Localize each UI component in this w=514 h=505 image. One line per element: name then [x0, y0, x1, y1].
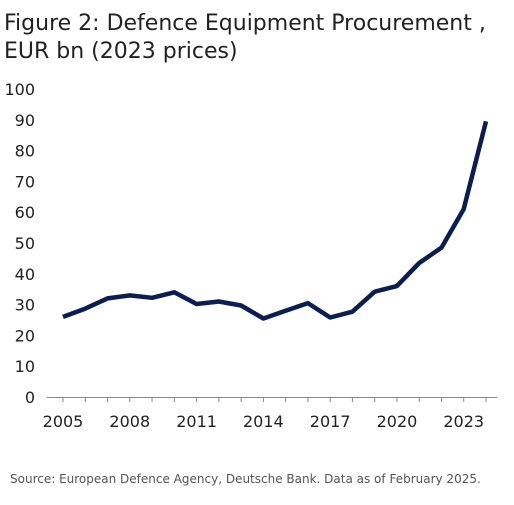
y-tick-label: 70: [15, 172, 35, 191]
x-axis-tick-marks: [62, 397, 487, 402]
x-tick-label: 2017: [310, 412, 351, 431]
x-tick-label: 2011: [176, 412, 217, 431]
x-tick-label: 2005: [43, 412, 84, 431]
chart-title: Figure 2: Defence Equipment Procurement …: [4, 10, 504, 66]
chart-title-line-2: EUR bn (2023 prices): [4, 39, 238, 64]
y-tick-label: 50: [15, 234, 35, 253]
y-tick-label: 80: [15, 142, 35, 161]
series-line: [62, 120, 489, 321]
x-tick-label: 2020: [377, 412, 418, 431]
x-tick-label: 2014: [243, 412, 284, 431]
y-tick-label: 30: [15, 296, 35, 315]
y-tick-label: 10: [15, 357, 35, 376]
source-note: Source: European Defence Agency, Deutsch…: [10, 472, 481, 486]
y-tick-label: 100: [4, 80, 35, 99]
y-tick-label: 40: [15, 265, 35, 284]
series-group: [62, 120, 489, 321]
y-tick-label: 60: [15, 203, 35, 222]
y-tick-label: 90: [15, 111, 35, 130]
y-axis-ticks: 0 10 20 30 40 50 60 70 80 90 100: [4, 80, 35, 407]
y-tick-label: 20: [15, 326, 35, 345]
chart-title-line-1: Figure 2: Defence Equipment Procurement …: [4, 11, 486, 36]
x-axis-ticks: 2005 2008 2011 2014 2017 2020 2023: [43, 412, 484, 431]
y-tick-label: 0: [25, 388, 35, 407]
x-tick-label: 2023: [443, 412, 484, 431]
x-tick-label: 2008: [109, 412, 150, 431]
